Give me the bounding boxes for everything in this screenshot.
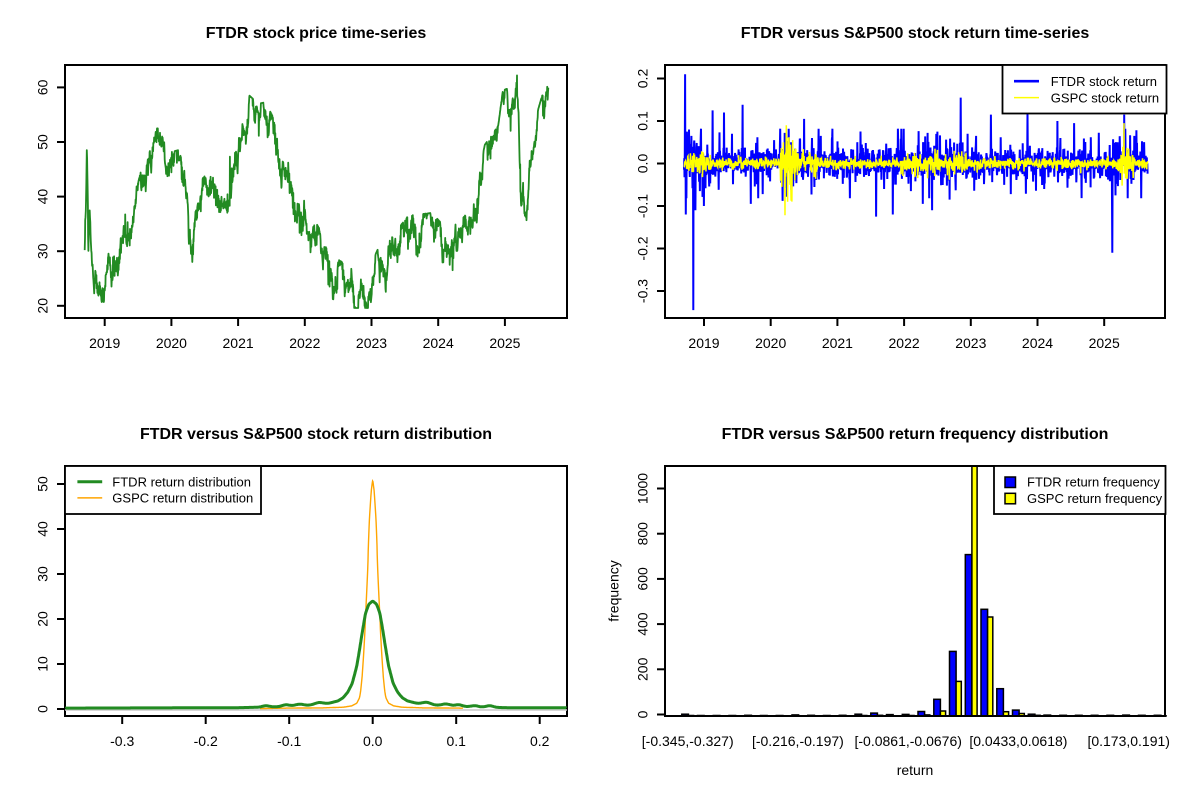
svg-text:0.2: 0.2 bbox=[530, 733, 550, 749]
svg-text:2023: 2023 bbox=[356, 335, 387, 351]
svg-text:-0.2: -0.2 bbox=[194, 733, 218, 749]
svg-text:1000: 1000 bbox=[635, 473, 651, 504]
svg-text:[-0.216,-0.197): [-0.216,-0.197) bbox=[752, 733, 844, 749]
svg-text:0: 0 bbox=[35, 705, 51, 713]
svg-text:FTDR return frequency: FTDR return frequency bbox=[1027, 475, 1160, 490]
svg-text:FTDR stock price time-series: FTDR stock price time-series bbox=[206, 25, 427, 42]
svg-text:0.2: 0.2 bbox=[635, 69, 651, 89]
svg-text:30: 30 bbox=[35, 243, 51, 259]
svg-text:-0.3: -0.3 bbox=[110, 733, 134, 749]
svg-text:2019: 2019 bbox=[89, 335, 120, 351]
svg-text:2025: 2025 bbox=[489, 335, 520, 351]
svg-text:30: 30 bbox=[35, 566, 51, 582]
svg-text:20: 20 bbox=[35, 611, 51, 627]
svg-text:0: 0 bbox=[635, 710, 651, 718]
svg-text:50: 50 bbox=[35, 476, 51, 492]
svg-text:-0.2: -0.2 bbox=[635, 236, 651, 260]
svg-text:FTDR stock return: FTDR stock return bbox=[1051, 74, 1157, 89]
svg-text:GSPC return distribution: GSPC return distribution bbox=[112, 491, 253, 506]
svg-text:0.1: 0.1 bbox=[635, 111, 651, 131]
svg-text:[-0.345,-0.327): [-0.345,-0.327) bbox=[642, 733, 734, 749]
svg-text:10: 10 bbox=[35, 656, 51, 672]
svg-text:400: 400 bbox=[635, 612, 651, 636]
svg-text:-0.1: -0.1 bbox=[277, 733, 301, 749]
svg-text:40: 40 bbox=[35, 521, 51, 537]
svg-text:FTDR versus S&P500 return freq: FTDR versus S&P500 return frequency dist… bbox=[722, 426, 1109, 443]
svg-text:2022: 2022 bbox=[289, 335, 320, 351]
svg-text:0.0: 0.0 bbox=[363, 733, 383, 749]
svg-text:-0.1: -0.1 bbox=[635, 194, 651, 218]
svg-text:0.0: 0.0 bbox=[635, 154, 651, 174]
svg-text:2025: 2025 bbox=[1089, 335, 1120, 351]
svg-text:2022: 2022 bbox=[889, 335, 920, 351]
svg-text:2024: 2024 bbox=[423, 335, 454, 351]
svg-text:2020: 2020 bbox=[755, 335, 786, 351]
svg-text:40: 40 bbox=[35, 189, 51, 205]
svg-text:frequency: frequency bbox=[606, 560, 622, 621]
svg-text:FTDR versus S&P500 stock retur: FTDR versus S&P500 stock return time-ser… bbox=[741, 25, 1090, 42]
svg-text:50: 50 bbox=[35, 134, 51, 150]
svg-text:20: 20 bbox=[35, 298, 51, 314]
svg-text:600: 600 bbox=[635, 567, 651, 591]
svg-text:2021: 2021 bbox=[223, 335, 254, 351]
svg-text:800: 800 bbox=[635, 522, 651, 546]
svg-text:GSPC return frequency: GSPC return frequency bbox=[1027, 491, 1163, 506]
svg-text:60: 60 bbox=[35, 79, 51, 95]
svg-text:0.1: 0.1 bbox=[446, 733, 466, 749]
svg-text:-0.3: -0.3 bbox=[635, 279, 651, 303]
svg-text:2021: 2021 bbox=[822, 335, 853, 351]
svg-text:return: return bbox=[897, 762, 934, 778]
svg-text:FTDR return distribution: FTDR return distribution bbox=[112, 474, 251, 489]
svg-text:[0.0433,0.0618): [0.0433,0.0618) bbox=[969, 733, 1067, 749]
svg-text:200: 200 bbox=[635, 657, 651, 681]
svg-text:2020: 2020 bbox=[156, 335, 187, 351]
svg-text:2019: 2019 bbox=[688, 335, 719, 351]
svg-text:[-0.0861,-0.0676): [-0.0861,-0.0676) bbox=[854, 733, 961, 749]
svg-text:GSPC stock return: GSPC stock return bbox=[1051, 90, 1159, 105]
svg-text:[0.173,0.191): [0.173,0.191) bbox=[1087, 733, 1170, 749]
svg-text:2024: 2024 bbox=[1022, 335, 1053, 351]
svg-text:2023: 2023 bbox=[955, 335, 986, 351]
svg-text:FTDR versus S&P500 stock retur: FTDR versus S&P500 stock return distribu… bbox=[140, 426, 492, 443]
